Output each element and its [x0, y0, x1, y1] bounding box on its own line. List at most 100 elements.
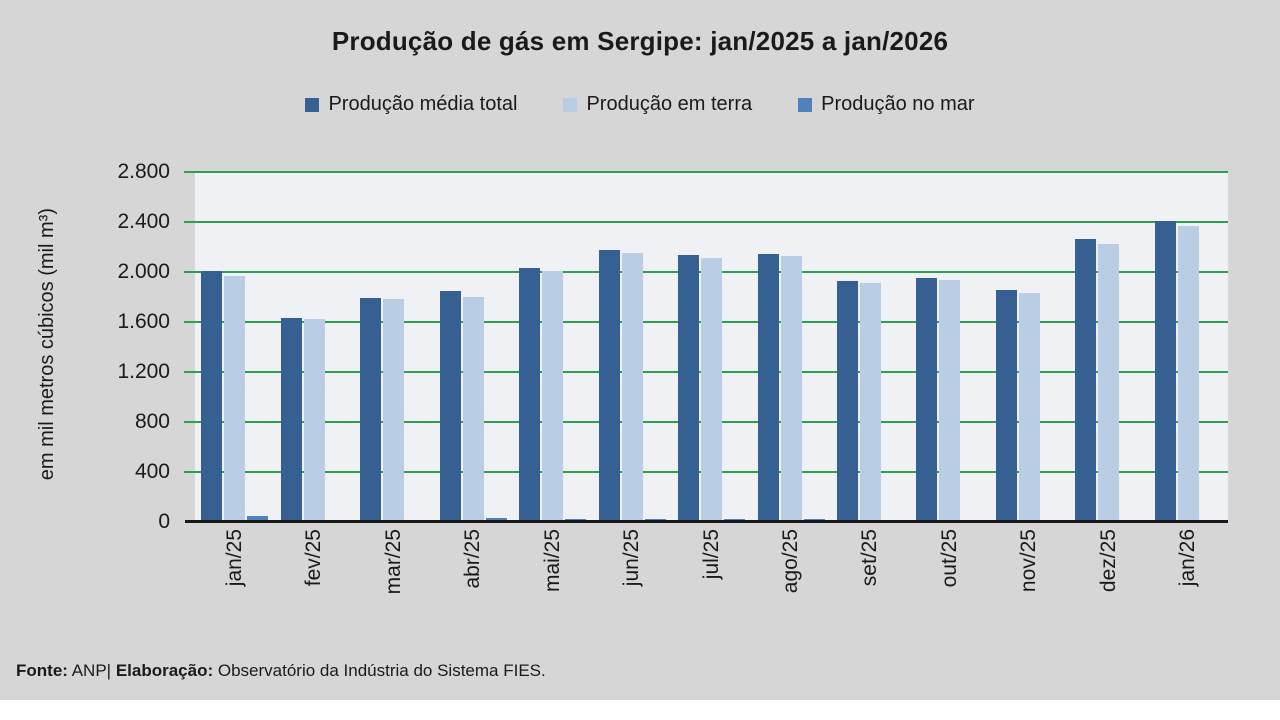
y-tick-mark: [184, 321, 195, 323]
bar: [1177, 225, 1199, 522]
bar: [1154, 221, 1176, 522]
bar-group-dez/25: [1069, 172, 1148, 522]
y-tick-mark: [184, 370, 195, 373]
legend-label: Produção em terra: [586, 93, 753, 115]
bar: [780, 255, 802, 522]
x-tick-label: mar/25: [381, 529, 405, 595]
y-tick-mark: [184, 171, 195, 173]
x-tick-label: out/25: [937, 529, 961, 588]
legend-swatch-icon: [798, 97, 813, 112]
bar-group-set/25: [831, 172, 910, 522]
y-axis-labels: 0 400 800 1.200 1.600 2.000 2.400 2.800: [55, 160, 170, 533]
x-tick-label: jan/25: [222, 529, 246, 587]
bar: [360, 297, 382, 522]
x-label-cell: mar/25: [354, 529, 433, 644]
legend-label: Produção média total: [328, 93, 518, 115]
x-tick-label: mai/25: [540, 529, 564, 593]
bar-group-out/25: [910, 172, 989, 522]
bar-group-abr/25: [433, 172, 512, 522]
bar: [859, 283, 881, 522]
bar: [757, 253, 779, 522]
x-label-cell: nov/25: [990, 529, 1069, 644]
bar: [201, 270, 223, 522]
bar: [439, 291, 461, 522]
chart-slide: Produção de gás em Sergipe: jan/2025 a j…: [0, 0, 1280, 700]
legend-item: Produção em terra: [563, 93, 752, 116]
chart-title: Produção de gás em Sergipe: jan/2025 a j…: [331, 26, 949, 56]
x-label-cell: abr/25: [433, 529, 512, 644]
bar-group-jun/25: [592, 172, 671, 522]
x-tick-label: nov/25: [1017, 529, 1041, 593]
legend-item: Produção no mar: [798, 93, 975, 116]
x-label-cell: ago/25: [751, 529, 830, 644]
elaboracao-text: Observatório da Indústria do Sistema FIE…: [213, 661, 546, 680]
bar: [1075, 238, 1097, 522]
bar-group-jan/25: [195, 172, 274, 522]
x-axis-line: [185, 520, 1228, 523]
bar: [621, 253, 643, 522]
x-label-cell: fev/25: [274, 529, 353, 644]
x-tick-label: jan/26: [1176, 529, 1200, 587]
legend-label: Produção no mar: [821, 93, 975, 115]
bar-group-ago/25: [751, 172, 830, 522]
bar: [1018, 293, 1040, 522]
gridline-2.400: [195, 220, 1228, 223]
x-label-cell: dez/25: [1069, 529, 1148, 644]
source-footer: Fonte: ANP| Elaboração: Observatório da …: [16, 661, 546, 681]
bar: [678, 254, 700, 522]
legend-swatch-icon: [305, 97, 320, 112]
x-label-cell: jun/25: [592, 529, 671, 644]
bar: [280, 317, 302, 522]
bar: [939, 279, 961, 522]
bottom-margin: [0, 700, 1280, 720]
y-tick-mark: [184, 270, 195, 273]
x-tick-label: dez/25: [1096, 529, 1120, 593]
bar: [598, 249, 620, 522]
fonte-text: ANP|: [67, 661, 116, 680]
plot-area: [184, 171, 1228, 523]
x-tick-label: jul/25: [699, 529, 723, 580]
y-tick-mark: [184, 421, 195, 423]
bar-group-mar/25: [354, 172, 433, 522]
bar: [995, 290, 1017, 522]
bar: [836, 280, 858, 522]
y-tick-label: 0: [158, 510, 170, 533]
y-tick-label: 400: [134, 460, 170, 483]
bar: [247, 516, 269, 522]
legend-swatch-icon: [563, 97, 578, 112]
x-label-cell: set/25: [831, 529, 910, 644]
x-tick-label: ago/25: [779, 529, 803, 594]
bar: [542, 271, 564, 522]
y-tick-label: 1.200: [117, 360, 170, 383]
bar: [916, 277, 938, 522]
bar: [701, 258, 723, 522]
y-tick-label: 2.400: [117, 210, 170, 233]
legend: Produção média total Produção em terra Pro…: [0, 93, 1280, 116]
y-tick-label: 1.600: [117, 310, 170, 333]
bar: [1098, 243, 1120, 522]
x-label-cell: out/25: [910, 529, 989, 644]
x-tick-label: set/25: [858, 529, 882, 587]
x-label-cell: jan/26: [1149, 529, 1228, 644]
bar-group-mai/25: [513, 172, 592, 522]
x-tick-label: jun/25: [620, 529, 644, 587]
bar-group-nov/25: [990, 172, 1069, 522]
bar: [462, 297, 484, 522]
bars-row: [195, 172, 1228, 522]
bar: [224, 276, 246, 522]
bar: [303, 318, 325, 522]
x-axis-labels: jan/25 fev/25 mar/25 abr/25 mai/25 jun/25 jul/…: [195, 529, 1228, 644]
y-tick-label: 2.800: [117, 160, 170, 183]
x-tick-label: abr/25: [461, 529, 485, 589]
x-label-cell: jan/25: [195, 529, 274, 644]
y-tick-mark: [184, 471, 195, 473]
x-label-cell: mai/25: [513, 529, 592, 644]
bar-group-jan/26: [1149, 172, 1228, 522]
bar-group-jul/25: [672, 172, 751, 522]
elaboracao-label: Elaboração:: [115, 661, 214, 680]
bar: [383, 298, 405, 522]
y-tick-mark: [184, 220, 195, 223]
x-tick-label: fev/25: [302, 529, 326, 587]
gridline-2.800: [195, 171, 1228, 173]
legend-item: Produção média total: [305, 93, 517, 116]
